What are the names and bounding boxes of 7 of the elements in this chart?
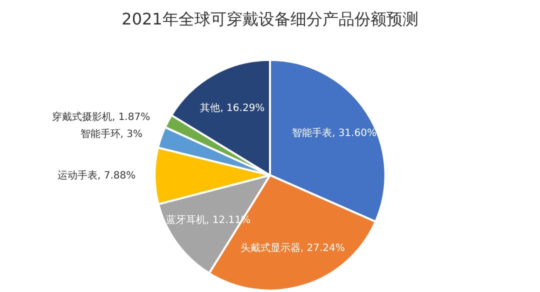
slice-label: 头戴式显示器, 27.24% bbox=[240, 242, 345, 254]
slice-label: 智能手表, 31.60% bbox=[292, 126, 376, 139]
chart-title: 2021年全球可穿戴设备细分产品份额预测 bbox=[122, 10, 418, 28]
slice-label: 其他, 16.29% bbox=[200, 102, 265, 114]
slice-label: 运动手表, 7.88% bbox=[58, 169, 136, 182]
slice-label: 智能手环, 3% bbox=[80, 128, 143, 140]
slice-label: 穿戴式摄影机, 1.87% bbox=[52, 110, 150, 123]
